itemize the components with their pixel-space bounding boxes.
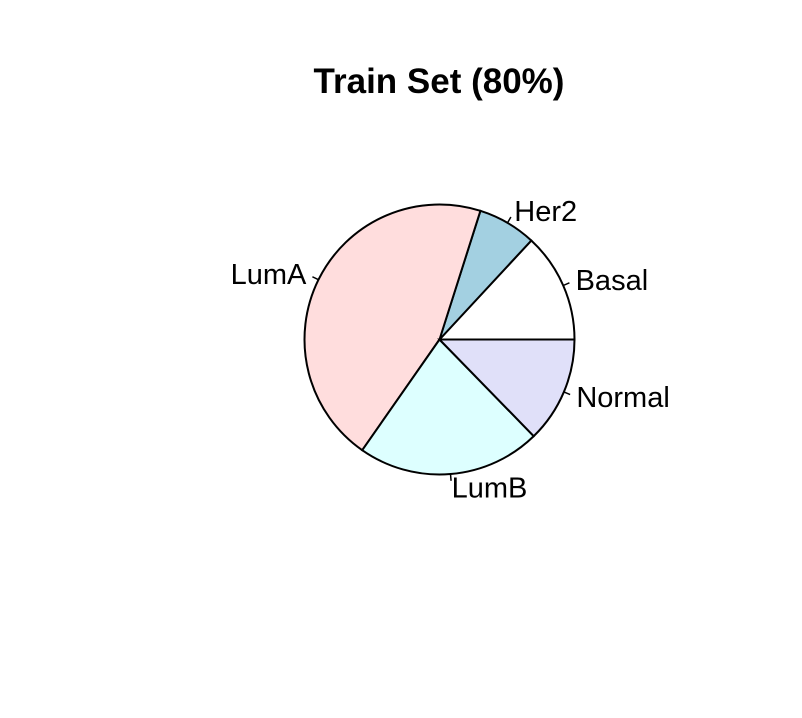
pie-tick-lumb (449, 473, 452, 481)
pie-label-her2: Her2 (514, 196, 577, 228)
pie-labels: Basal Her2 LumA LumB Normal (231, 196, 670, 504)
pie-label-basal: Basal (576, 265, 649, 297)
pie-label-lumb: LumB (452, 473, 528, 505)
pie-slice-normal (437, 338, 576, 438)
pie-tick-luma (312, 276, 319, 281)
pie-slice-lumb (360, 337, 536, 476)
pie-tick-normal (563, 391, 571, 396)
pie-slices (303, 203, 576, 476)
pie-tick-basal (562, 282, 570, 287)
pie-tick-her2 (506, 216, 512, 224)
pie-slice-basal (437, 239, 576, 341)
pie-label-normal: Normal (576, 382, 669, 414)
chart-title: Train Set (80%) (314, 62, 565, 101)
pie-slice-luma (303, 203, 482, 452)
pie-label-luma: LumA (231, 259, 307, 291)
